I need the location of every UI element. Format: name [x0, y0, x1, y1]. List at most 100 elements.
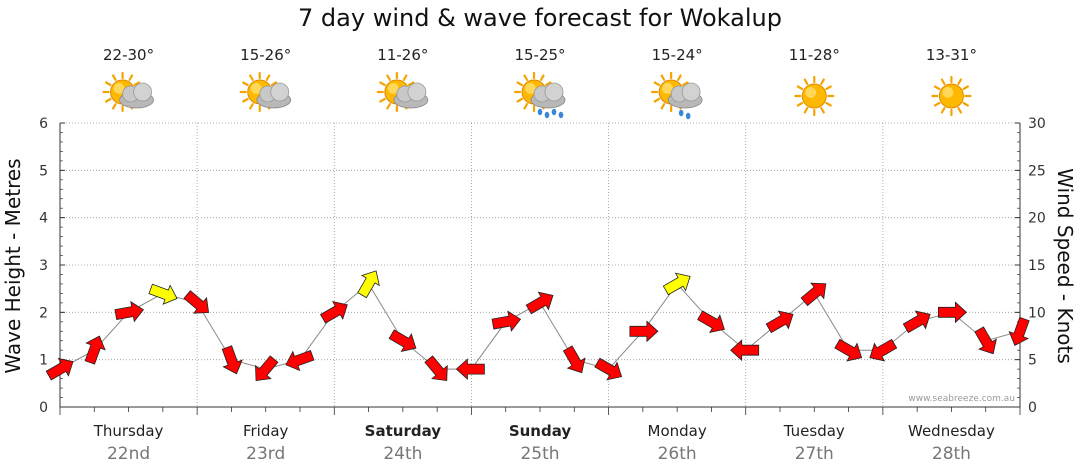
wind-arrow: [84, 335, 106, 365]
sun-ray: [386, 103, 391, 110]
wind-arrow: [765, 310, 794, 334]
sun-ray: [386, 74, 391, 81]
rain-drop: [544, 111, 550, 119]
sun-ray: [523, 74, 529, 81]
wind-arrow: [491, 310, 522, 332]
sun-ray: [379, 81, 386, 87]
cloud-shape: [393, 82, 429, 109]
cloud-puff: [133, 82, 152, 102]
wind-arrow: [902, 310, 931, 334]
wind-arrow-shape: [697, 310, 725, 334]
date-label: 28th: [932, 444, 971, 464]
wind-arrow-shape: [319, 301, 348, 324]
left-tick-label: 3: [39, 258, 48, 274]
rain-drop: [558, 111, 564, 119]
wind-arrow: [255, 355, 279, 382]
showers-icon: [513, 71, 566, 119]
wind-arrows: [45, 270, 1030, 382]
wind-arrow: [629, 320, 659, 343]
cloud-shape: [667, 82, 703, 109]
day-label: Friday: [243, 422, 289, 440]
sun-highlight: [250, 83, 262, 94]
wind-arrow: [114, 300, 144, 323]
sun-ray: [957, 78, 963, 85]
partly-cloudy-icon: [239, 71, 292, 113]
partly-cloudy-icon: [376, 71, 429, 113]
sun-ray: [539, 74, 545, 81]
wind-arrow: [974, 326, 997, 355]
temperature-label: 11-26°: [377, 46, 428, 64]
wind-arrow: [285, 350, 315, 372]
sun-ray: [825, 85, 832, 91]
rain-drop: [537, 108, 543, 116]
left-tick-label: 0: [39, 400, 48, 416]
wind-arrow-shape: [730, 339, 760, 362]
sun-ray: [933, 101, 941, 107]
right-tick-label: 30: [1028, 116, 1046, 132]
wind-arrow-shape: [562, 345, 586, 374]
sun-ray: [379, 97, 386, 103]
partly-cloudy-icon: [102, 71, 154, 113]
sun-ray: [660, 74, 666, 81]
sunny-icon: [794, 75, 835, 117]
wind-arrow-shape: [285, 350, 315, 372]
sun-highlight: [387, 83, 399, 94]
left-tick-label: 1: [39, 353, 48, 369]
wind-arrow-shape: [525, 291, 554, 315]
sun-ray: [105, 97, 112, 103]
wind-arrow-shape: [629, 320, 659, 343]
temperature-label: 22-30°: [103, 46, 154, 64]
date-label: 27th: [795, 444, 834, 464]
date-label: 24th: [383, 444, 422, 464]
sun-ray: [682, 81, 689, 87]
rain-drop: [685, 112, 691, 120]
day-label: Wednesday: [908, 422, 995, 440]
light-showers-icon: [651, 71, 703, 120]
wind-arrow-shape: [84, 335, 106, 365]
wind-arrow: [357, 270, 380, 299]
wind-arrow-shape: [221, 345, 243, 375]
sun-ray: [270, 81, 278, 87]
chart-title: 7 day wind & wave forecast for Wokalup: [298, 4, 782, 32]
sun-ray: [803, 78, 809, 85]
wind-arrow: [45, 357, 74, 381]
credit-text: www.seabreeze.com.au: [908, 394, 1015, 404]
weather-strip: 22-30° 15-26° 11-26° 15-25° 15-24° 11-28° 13-3…: [102, 46, 977, 120]
sun-ray: [940, 107, 946, 114]
cloud-puff: [544, 82, 564, 102]
wind-arrow: [562, 345, 586, 374]
sun-ray: [523, 103, 529, 110]
sun-ray: [825, 101, 832, 107]
wind-arrow: [319, 301, 348, 324]
right-tick-label: 25: [1028, 163, 1046, 179]
sun-highlight: [805, 87, 817, 98]
wind-arrow: [594, 357, 623, 381]
right-axis: 0 5 10 15 20 25 30: [1015, 116, 1046, 416]
sun-ray: [265, 74, 271, 81]
right-tick-label: 0: [1028, 400, 1037, 416]
right-tick-label: 20: [1028, 211, 1046, 227]
date-label: 23rd: [246, 444, 285, 464]
left-tick-label: 4: [39, 211, 48, 227]
y2-axis-title: Wind Speed - Knots: [1053, 168, 1077, 364]
sun-ray: [653, 81, 661, 87]
sun-highlight: [942, 87, 954, 98]
sun-ray: [803, 107, 809, 114]
rain-drop: [551, 108, 557, 116]
wind-arrow-shape: [491, 310, 522, 332]
date-label: 25th: [520, 444, 559, 464]
grid-lines: [60, 122, 1020, 407]
wind-arrow: [148, 283, 178, 305]
wind-arrow-shape: [114, 300, 144, 323]
wind-arrow: [697, 310, 725, 334]
cloud-shape: [119, 82, 154, 109]
temperature-label: 13-31°: [926, 46, 977, 64]
wind-arrow-shape: [357, 270, 380, 299]
sun-ray: [249, 103, 254, 110]
date-label: 26th: [658, 444, 697, 464]
sun-ray: [653, 97, 661, 103]
sun-ray: [796, 85, 804, 91]
wind-arrow-shape: [148, 283, 178, 305]
wind-arrow: [388, 329, 417, 352]
